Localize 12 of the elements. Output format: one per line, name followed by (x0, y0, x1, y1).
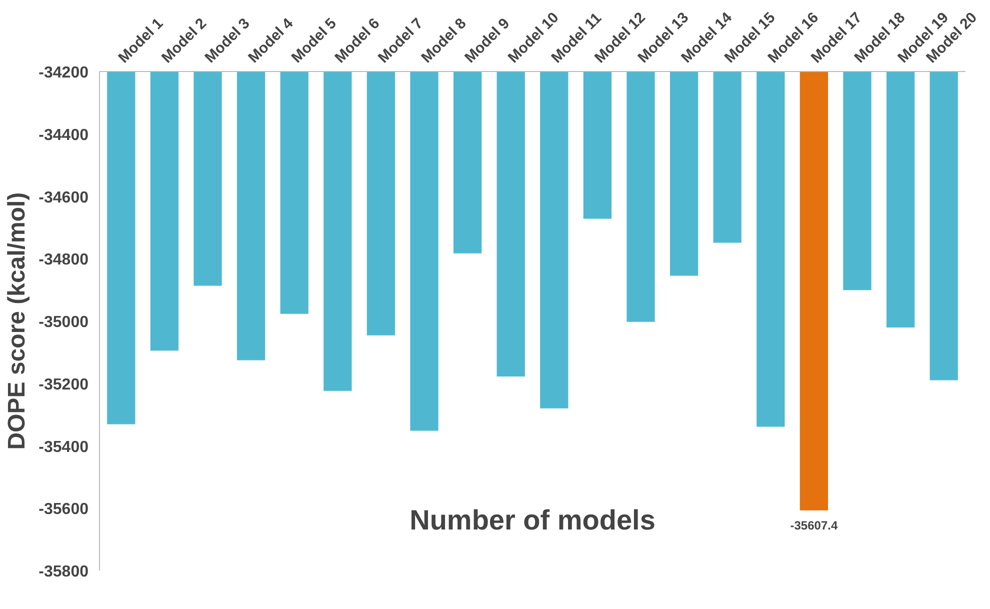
y-tick-label: -35400 (38, 438, 89, 456)
y-tick-label: -34400 (38, 126, 89, 144)
y-tick-label: -35800 (38, 564, 89, 580)
y-tick-label: -35000 (38, 314, 89, 331)
data-label: -35607.4 (790, 518, 838, 532)
y-tick-label: -34600 (38, 189, 89, 206)
y-tick-label: -34200 (38, 64, 89, 82)
x-axis-title: Number of models (410, 504, 656, 536)
y-tick-label: -35600 (38, 501, 89, 518)
y-axis-title: DOPE score (kcal/mol) (4, 192, 31, 450)
y-tick-label: -34800 (38, 252, 89, 269)
y-tick-label: -35200 (38, 376, 89, 394)
